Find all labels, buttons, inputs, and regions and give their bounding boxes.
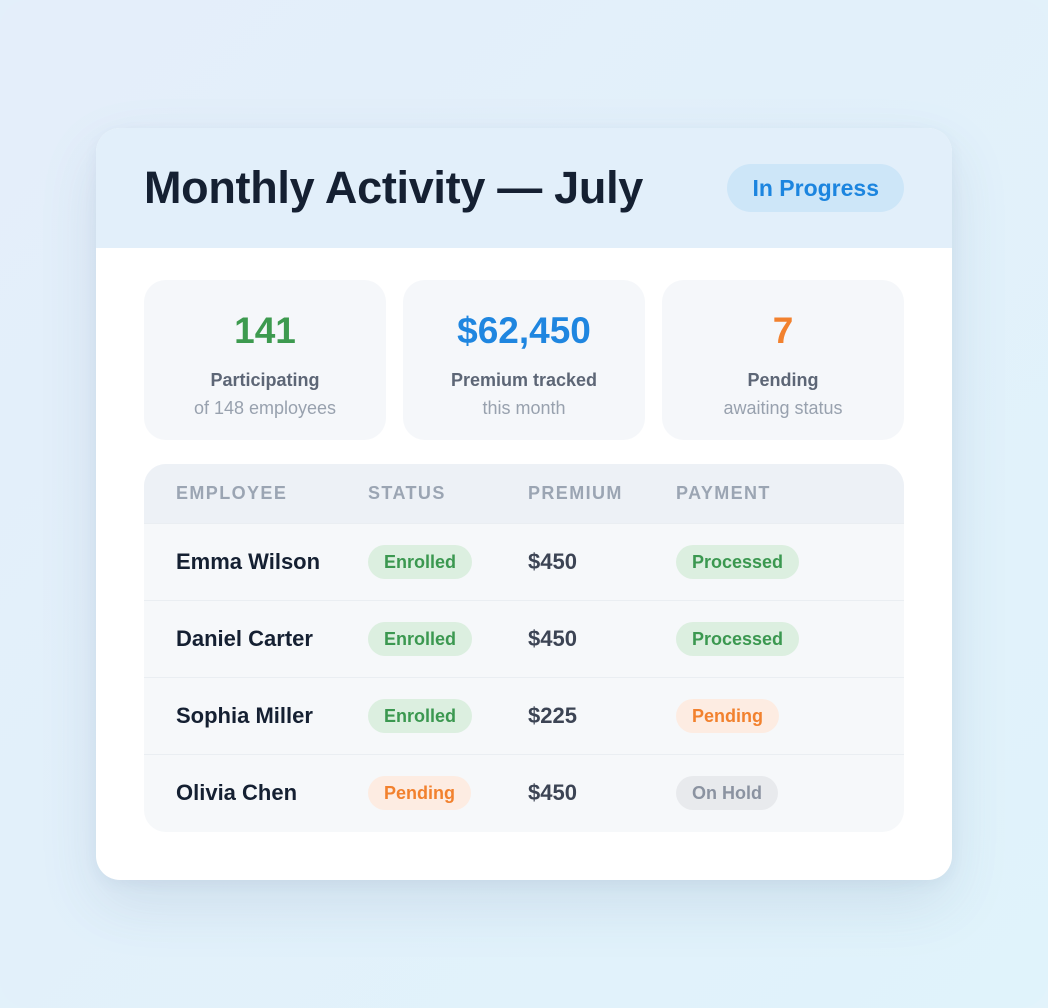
stat-value: 141 <box>234 310 296 351</box>
table-row[interactable]: Daniel Carter Enrolled $450 Processed <box>144 600 904 677</box>
payment-badge: On Hold <box>676 776 778 810</box>
stat-label: Pending <box>747 370 819 390</box>
premium-amount: $225 <box>528 703 577 728</box>
monthly-activity-card: Monthly Activity — July In Progress 141 … <box>96 128 952 880</box>
activity-table: EMPLOYEE STATUS PREMIUM PAYMENT Emma Wil… <box>144 464 904 832</box>
column-header-status[interactable]: STATUS <box>368 483 446 503</box>
column-header-payment[interactable]: PAYMENT <box>676 483 771 503</box>
status-badge: Enrolled <box>368 545 473 579</box>
stat-card-participating: 141 Participating of 148 employees <box>144 280 386 440</box>
page-title: Monthly Activity — July <box>144 162 643 213</box>
payment-badge: Processed <box>676 622 800 656</box>
stat-sublabel: awaiting status <box>723 398 843 418</box>
column-header-employee[interactable]: EMPLOYEE <box>176 483 288 503</box>
premium-amount: $450 <box>528 780 577 805</box>
employee-name: Sophia Miller <box>176 703 313 728</box>
status-badge: In Progress <box>727 164 904 212</box>
premium-amount: $450 <box>528 549 577 574</box>
table-row[interactable]: Sophia Miller Enrolled $225 Pending <box>144 677 904 754</box>
payment-badge: Processed <box>676 545 800 579</box>
table-row[interactable]: Emma Wilson Enrolled $450 Processed <box>144 523 904 600</box>
stat-card-premium: $62,450 Premium tracked this month <box>403 280 645 440</box>
table-header: EMPLOYEE STATUS PREMIUM PAYMENT <box>144 464 904 523</box>
status-badge: Pending <box>368 776 471 810</box>
table-row[interactable]: Olivia Chen Pending $450 On Hold <box>144 754 904 831</box>
status-badge: Enrolled <box>368 622 473 656</box>
payment-badge: Pending <box>676 699 779 733</box>
stat-sublabel: of 148 employees <box>193 398 337 418</box>
employee-name: Emma Wilson <box>176 549 321 574</box>
employee-name: Olivia Chen <box>176 780 298 805</box>
stat-label: Participating <box>210 370 320 390</box>
card-header: Monthly Activity — July In Progress <box>96 128 952 248</box>
employee-name: Daniel Carter <box>176 626 313 651</box>
status-badge: Enrolled <box>368 699 473 733</box>
stat-value: 7 <box>772 310 794 351</box>
stat-label: Premium tracked <box>450 370 598 390</box>
premium-amount: $450 <box>528 626 577 651</box>
column-header-premium[interactable]: PREMIUM <box>528 483 623 503</box>
stat-card-pending: 7 Pending awaiting status <box>662 280 904 440</box>
stat-sublabel: this month <box>482 398 566 418</box>
stat-value: $62,450 <box>457 310 591 351</box>
stats-row: 141 Participating of 148 employees $62,4… <box>144 280 904 440</box>
